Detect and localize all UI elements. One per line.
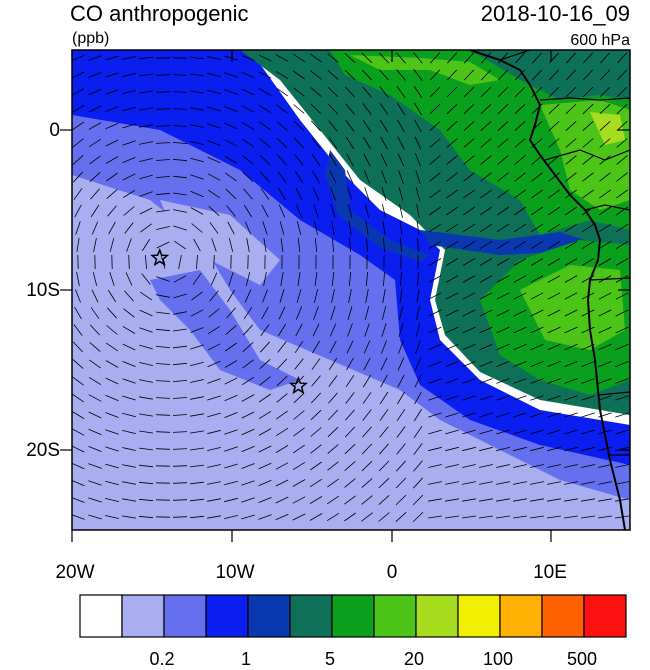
colorbar-swatch [500, 595, 542, 637]
colorbar-swatch [80, 595, 122, 637]
colorbar-swatch [416, 595, 458, 637]
colorbar [80, 595, 626, 637]
colorbar-swatch [332, 595, 374, 637]
colorbar-swatch [374, 595, 416, 637]
co-concentration-field [71, 50, 630, 530]
colorbar-swatch [164, 595, 206, 637]
colorbar-swatch [542, 595, 584, 637]
colorbar-swatch [584, 595, 626, 637]
colorbar-swatch [122, 595, 164, 637]
colorbar-swatch [248, 595, 290, 637]
colorbar-swatch [290, 595, 332, 637]
colorbar-swatch [458, 595, 500, 637]
colorbar-swatch [206, 595, 248, 637]
